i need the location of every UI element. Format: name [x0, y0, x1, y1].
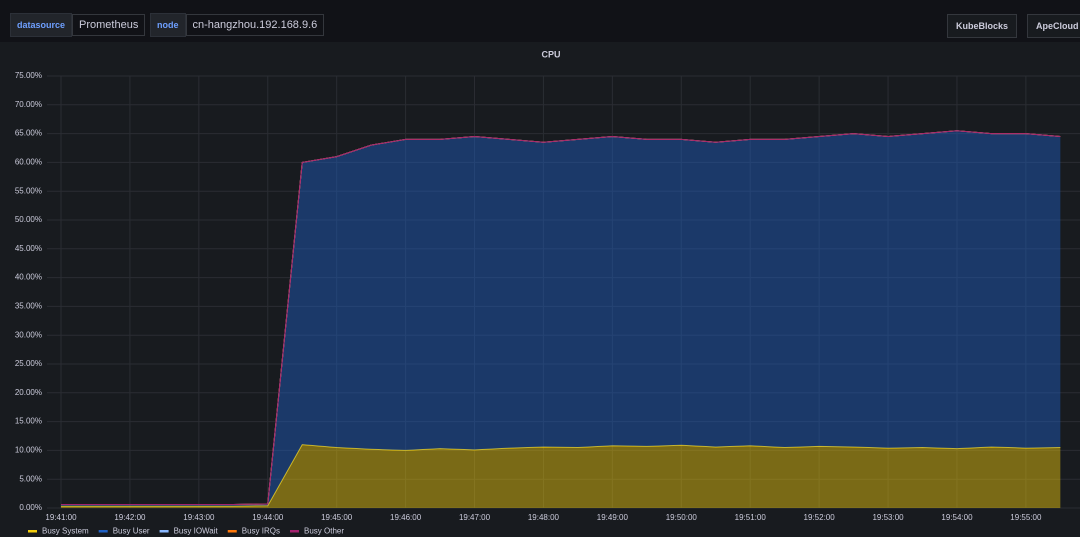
- x-tick-label: 19:54:00: [941, 513, 973, 522]
- x-tick-label: 19:44:00: [252, 513, 284, 522]
- y-tick-label: 75.00%: [15, 71, 42, 80]
- y-tick-label: 50.00%: [15, 215, 42, 224]
- x-tick-label: 19:52:00: [804, 513, 836, 522]
- node-picker[interactable]: node cn-hangzhou.192.168.9.6: [150, 13, 325, 37]
- x-tick-label: 19:48:00: [528, 513, 560, 522]
- legend-swatch: [98, 530, 108, 533]
- x-tick-label: 19:45:00: [321, 513, 353, 522]
- area: [61, 444, 1061, 508]
- x-tick-label: 19:46:00: [390, 513, 422, 522]
- x-tick-label: 19:41:00: [45, 513, 77, 522]
- legend-label: Busy IRQs: [242, 527, 280, 536]
- label: node: [150, 13, 186, 37]
- value[interactable]: Prometheus: [72, 14, 146, 36]
- area: [61, 130, 1061, 507]
- x-tick-label: 19:55:00: [1010, 513, 1042, 522]
- legend-label: Busy Other: [304, 527, 344, 536]
- y-tick-label: 20.00%: [15, 388, 42, 397]
- legend-label: Busy User: [113, 527, 150, 536]
- y-tick-label: 15.00%: [15, 417, 42, 426]
- x-tick-label: 19:50:00: [666, 513, 698, 522]
- x-tick-label: 19:47:00: [459, 513, 491, 522]
- legend-swatch: [159, 530, 169, 533]
- y-tick-label: 60.00%: [15, 158, 42, 167]
- x-tick-label: 19:53:00: [872, 513, 904, 522]
- link-button[interactable]: ApeCloud: [1027, 14, 1080, 38]
- legend-label: Busy IOWait: [174, 527, 219, 536]
- line: [61, 130, 1061, 506]
- x-tick-label: 19:49:00: [597, 513, 629, 522]
- y-tick-label: 10.00%: [15, 446, 42, 455]
- y-tick-label: 30.00%: [15, 330, 42, 339]
- y-tick-label: 0.00%: [19, 503, 42, 512]
- y-tick-label: 5.00%: [19, 474, 42, 483]
- y-tick-label: 70.00%: [15, 100, 42, 109]
- datasource-picker[interactable]: datasource Prometheus: [10, 13, 146, 37]
- y-tick-label: 65.00%: [15, 129, 42, 138]
- legend-swatch: [227, 530, 237, 533]
- chart-title: CPU: [541, 49, 560, 59]
- legend-swatch: [289, 530, 299, 533]
- y-tick-label: 40.00%: [15, 273, 42, 282]
- link-button[interactable]: KubeBlocks: [947, 14, 1018, 38]
- label: datasource: [10, 13, 73, 37]
- chart: CPU 0.00% 5.00% 10.00% 15.00% 20.00% 25.00% 30…: [0, 42, 1080, 537]
- value[interactable]: cn-hangzhou.192.168.9.6: [185, 14, 325, 36]
- y-tick-label: 25.00%: [15, 359, 42, 368]
- legend-label: Busy System: [42, 527, 89, 536]
- legend-swatch: [28, 530, 37, 533]
- x-tick-label: 19:42:00: [114, 513, 146, 522]
- panel: [0, 42, 1080, 537]
- y-tick-label: 35.00%: [15, 302, 42, 311]
- y-tick-label: 45.00%: [15, 244, 42, 253]
- y-tick-label: 55.00%: [15, 186, 42, 195]
- line: [61, 444, 1061, 507]
- x-tick-label: 19:43:00: [183, 513, 215, 522]
- x-tick-label: 19:51:00: [735, 513, 767, 522]
